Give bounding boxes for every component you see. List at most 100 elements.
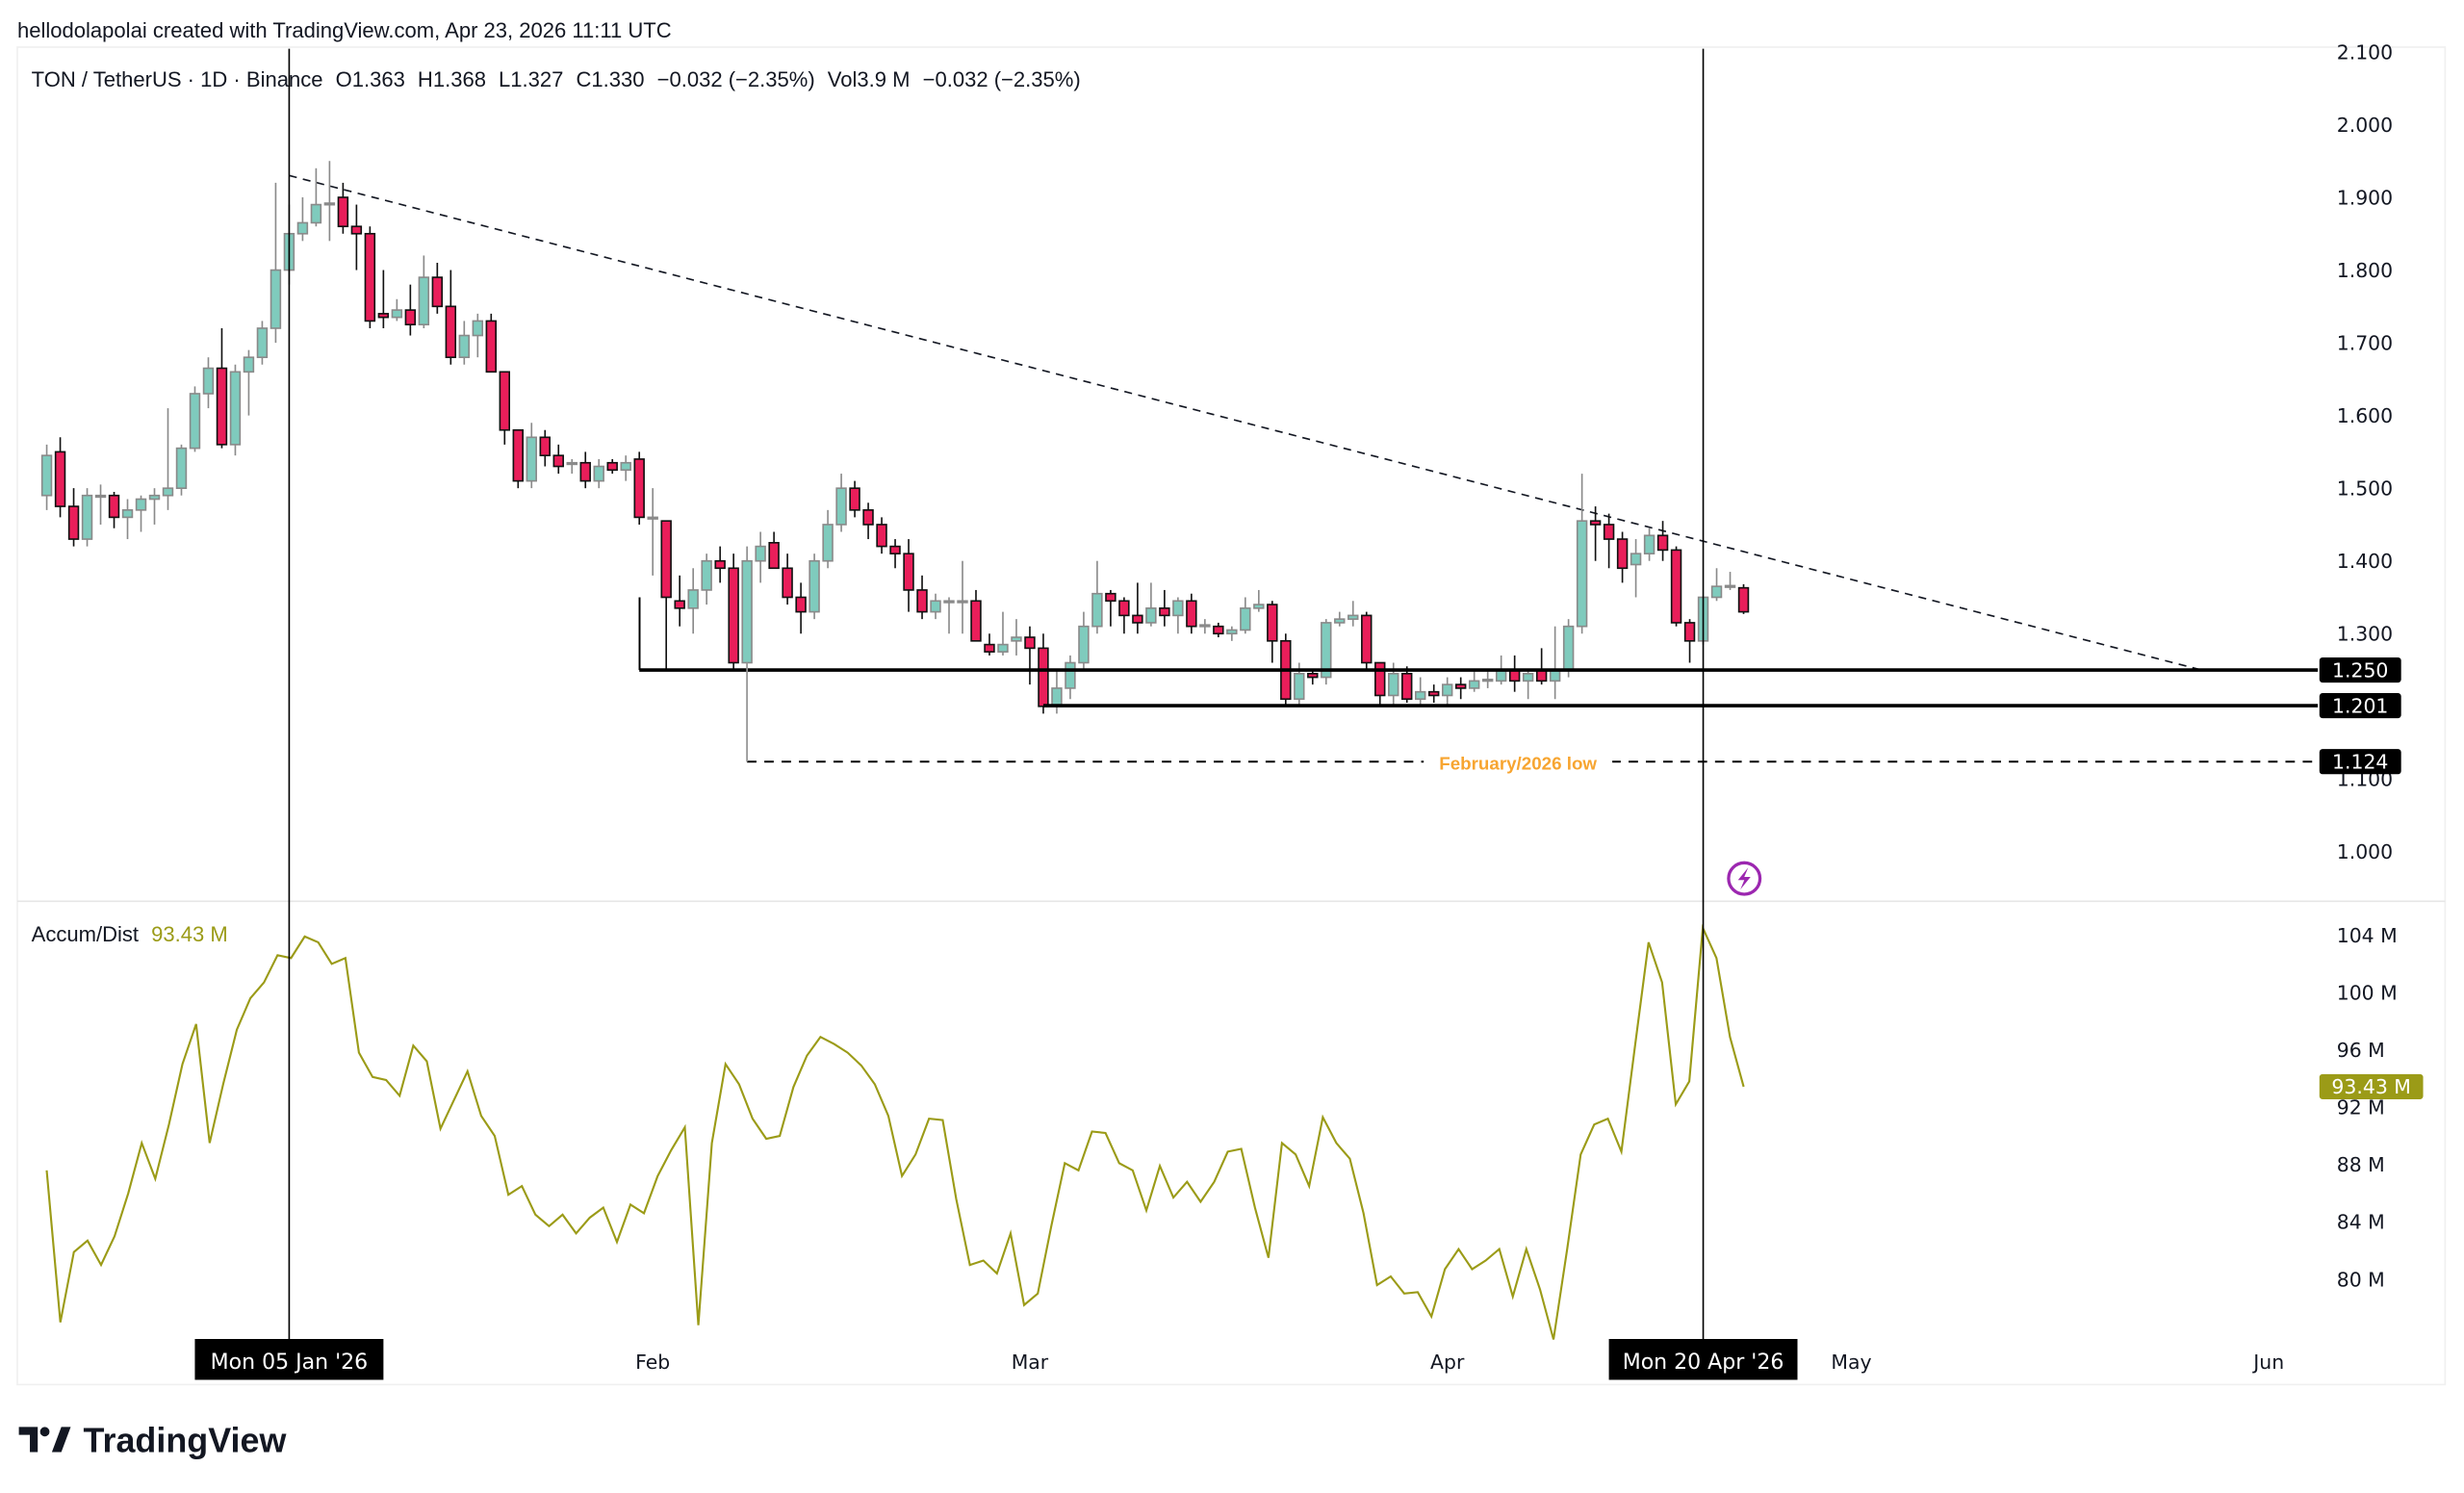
candle-body bbox=[1051, 687, 1063, 708]
candle-body bbox=[1724, 584, 1736, 588]
candle bbox=[957, 560, 968, 634]
price-pane[interactable] bbox=[40, 161, 2202, 762]
candle-body bbox=[216, 367, 228, 446]
candle-body bbox=[566, 461, 578, 466]
candle-body bbox=[889, 545, 901, 554]
price-tick-label: 1.500 bbox=[2337, 477, 2393, 501]
candle bbox=[633, 451, 645, 525]
legend-symbol[interactable]: TON / TetherUS · 1D · Binance bbox=[32, 67, 323, 91]
overlay: 1.250 1.201 1.124 February/2026 low 93.43 M M… bbox=[194, 48, 2424, 1380]
indicator-value: 93.43 M bbox=[151, 922, 228, 946]
candle bbox=[135, 495, 147, 532]
candle-body bbox=[1038, 647, 1049, 708]
candle bbox=[1199, 619, 1211, 634]
price-tick-label: 1.400 bbox=[2337, 550, 2393, 573]
ad-tick-label: 92 M bbox=[2337, 1096, 2385, 1120]
candle bbox=[216, 327, 228, 449]
candle bbox=[364, 226, 376, 328]
candle-body bbox=[1348, 614, 1359, 620]
candle-body bbox=[1656, 534, 1669, 552]
candle bbox=[202, 357, 215, 409]
candle bbox=[1468, 670, 1480, 692]
candle bbox=[1011, 619, 1022, 656]
candle bbox=[1589, 506, 1602, 561]
candle-body bbox=[741, 559, 753, 664]
price-level-badge bbox=[2319, 692, 2401, 719]
candle-body bbox=[270, 269, 282, 329]
candle-body bbox=[1091, 592, 1103, 628]
candle-body bbox=[1710, 585, 1723, 599]
candle bbox=[1616, 531, 1629, 583]
price-level-label: 1.201 bbox=[2332, 694, 2388, 717]
candle-body bbox=[1374, 661, 1386, 697]
candle-body bbox=[337, 196, 349, 228]
candle-body bbox=[1401, 672, 1413, 701]
candle bbox=[1105, 589, 1116, 627]
candle bbox=[1240, 597, 1251, 634]
candle-body bbox=[552, 454, 564, 468]
candle bbox=[1415, 677, 1426, 707]
ad-line[interactable] bbox=[45, 923, 1745, 1340]
candle bbox=[1091, 560, 1103, 634]
candle bbox=[1603, 513, 1615, 569]
candle-body bbox=[579, 461, 591, 482]
legend-change: −0.032 (−2.35%) bbox=[657, 67, 815, 91]
candle-body bbox=[377, 313, 390, 319]
candle bbox=[768, 531, 780, 570]
legend-volume-change: −0.032 (−2.35%) bbox=[923, 67, 1081, 91]
candle-body bbox=[728, 567, 739, 664]
candle-body bbox=[1630, 553, 1642, 566]
candle-body bbox=[296, 221, 309, 235]
candle bbox=[1724, 572, 1736, 590]
ad-pane[interactable] bbox=[45, 923, 1745, 1340]
ad-axis[interactable]: 104 M 100 M 96 M 92 M 88 M 84 M 80 M bbox=[2337, 924, 2398, 1292]
candle bbox=[903, 539, 914, 612]
candle-body bbox=[458, 334, 471, 359]
candle-body bbox=[701, 559, 712, 591]
candle-body bbox=[202, 367, 215, 395]
candle bbox=[889, 539, 901, 569]
candle bbox=[512, 428, 524, 489]
trendline[interactable] bbox=[289, 174, 2202, 671]
candle-body bbox=[1683, 622, 1696, 642]
candle-body bbox=[1481, 679, 1494, 682]
candle bbox=[391, 298, 403, 322]
candle-body bbox=[1024, 636, 1036, 650]
candle bbox=[1643, 528, 1656, 561]
candle bbox=[40, 444, 53, 510]
candle-body bbox=[189, 393, 201, 450]
time-axis[interactable]: Feb Mar Apr May Jun bbox=[635, 1351, 2284, 1374]
candle-body bbox=[526, 436, 537, 482]
legend-low: L1.327 bbox=[499, 67, 563, 91]
candle-body bbox=[40, 454, 53, 497]
candle bbox=[458, 321, 471, 365]
candle-body bbox=[808, 559, 820, 613]
candle-body bbox=[674, 600, 685, 609]
date-badge-label: Mon 05 Jan '26 bbox=[211, 1351, 369, 1375]
candle-body bbox=[350, 225, 363, 235]
candle bbox=[1253, 589, 1265, 612]
candle-body bbox=[512, 428, 524, 482]
candle bbox=[795, 582, 807, 634]
alert-lightning-icon[interactable] bbox=[1727, 861, 1762, 896]
candle-body bbox=[606, 461, 618, 472]
ad-tick-label: 80 M bbox=[2337, 1268, 2385, 1291]
price-level-badge bbox=[2319, 656, 2401, 683]
candle-body bbox=[94, 494, 107, 499]
candle-body bbox=[1159, 607, 1170, 617]
ad-tick-label: 88 M bbox=[2337, 1153, 2385, 1176]
candle bbox=[593, 458, 604, 489]
candle bbox=[849, 480, 860, 518]
tradingview-logo[interactable]: TradingView bbox=[18, 1421, 287, 1460]
candle-body bbox=[445, 305, 457, 359]
candle-body bbox=[957, 600, 968, 604]
indicator-name[interactable]: Accum/Dist bbox=[32, 922, 139, 946]
candle bbox=[1683, 619, 1696, 663]
candle bbox=[229, 364, 242, 456]
candle bbox=[1145, 582, 1157, 627]
candle bbox=[930, 593, 941, 620]
candle bbox=[1065, 655, 1076, 700]
candle bbox=[835, 474, 847, 532]
